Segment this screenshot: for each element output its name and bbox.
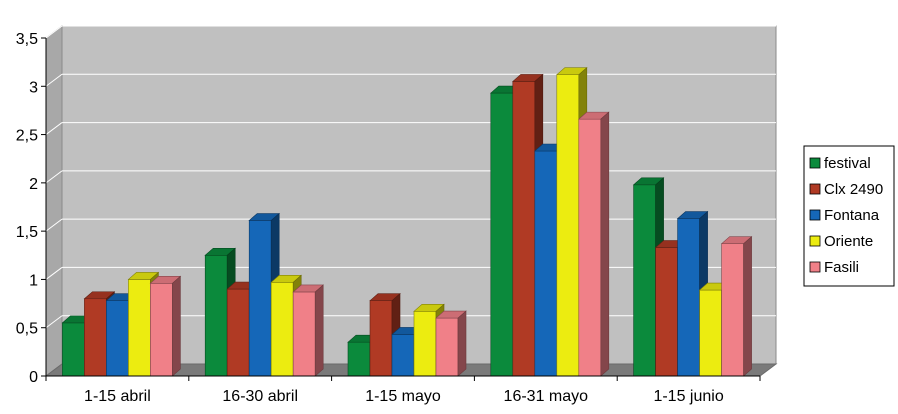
legend-item: Fasili [809, 259, 859, 276]
legend-label: festival [824, 155, 871, 172]
x-tick-label: 1-15 junio [653, 388, 723, 405]
bar-front [84, 298, 107, 377]
grid-line-side [45, 73, 63, 87]
bar-side [172, 275, 181, 377]
bar-front [490, 92, 514, 377]
bar-front [150, 282, 173, 377]
bar-front [512, 81, 536, 377]
legend-item: Fontana [809, 207, 880, 224]
legend-swatch [809, 261, 821, 273]
bar-front [226, 288, 250, 377]
bar-front [578, 118, 602, 377]
legend-swatch [809, 157, 821, 169]
bar-front [655, 247, 678, 377]
y-tick-label: 3,5 [16, 31, 38, 48]
bar-front [556, 74, 580, 377]
y-tick-label: 1 [29, 272, 38, 289]
bar [292, 284, 324, 377]
bar-front [106, 300, 129, 377]
legend-swatch [809, 209, 821, 221]
bar [578, 111, 610, 377]
axes-group: 0 0,5 1 1,5 2 2,5 3 3,5 1-15 abril 16-30 abril 1-1… [16, 31, 761, 405]
y-tick-label: 2 [29, 176, 38, 193]
bar-side [314, 284, 324, 377]
legend-label: Fontana [824, 207, 880, 224]
bar-front [292, 291, 316, 377]
bar-front [128, 279, 151, 377]
y-tick-label: 0 [29, 369, 38, 386]
bar-front [62, 322, 85, 377]
y-tick-label: 2,5 [16, 128, 38, 145]
legend-item: Clx 2490 [809, 181, 883, 198]
bars-group [61, 67, 753, 377]
legend-label: Oriente [824, 233, 873, 250]
bar-front [721, 243, 744, 377]
bar-front [413, 310, 437, 377]
y-tick-label: 0,5 [16, 321, 38, 338]
bar [149, 275, 182, 377]
grid-line-side [45, 25, 63, 39]
grid-line-side [45, 315, 63, 329]
legend-swatch [809, 235, 821, 247]
bar-side [457, 310, 467, 377]
bar [720, 236, 753, 377]
bar-front [677, 218, 700, 377]
bar-side [743, 236, 752, 377]
bar-front [270, 282, 294, 377]
bar-side [600, 111, 610, 377]
legend-swatch [809, 183, 821, 195]
bar-front [204, 254, 228, 377]
bar-front [391, 334, 415, 377]
bar-front [347, 341, 371, 377]
side-wall [45, 25, 63, 377]
grid-line-side [45, 170, 63, 184]
bar-front [699, 289, 722, 377]
x-tick-label: 16-30 abril [222, 388, 298, 405]
bar-front [248, 220, 272, 377]
x-tick-label: 1-15 mayo [365, 388, 441, 405]
legend-label: Fasili [824, 259, 859, 276]
grid-line-side [45, 122, 63, 135]
y-tick-label: 1,5 [16, 224, 38, 241]
bar [435, 310, 467, 377]
x-tick-label: 16-31 mayo [504, 388, 589, 405]
bar-front [534, 150, 558, 377]
y-tick-label: 3 [29, 79, 38, 96]
x-tick-label: 1-15 abril [84, 388, 151, 405]
legend-item: festival [809, 155, 871, 172]
grid-line-side [45, 267, 63, 280]
bar-front [369, 300, 393, 377]
bar-front [633, 184, 656, 377]
legend-label: Clx 2490 [824, 181, 883, 198]
grid-line-side [45, 218, 63, 232]
bar-front [435, 317, 459, 377]
legend-item: Oriente [809, 233, 873, 250]
legend: festival Clx 2490 Fontana Oriente Fasili [803, 145, 895, 287]
